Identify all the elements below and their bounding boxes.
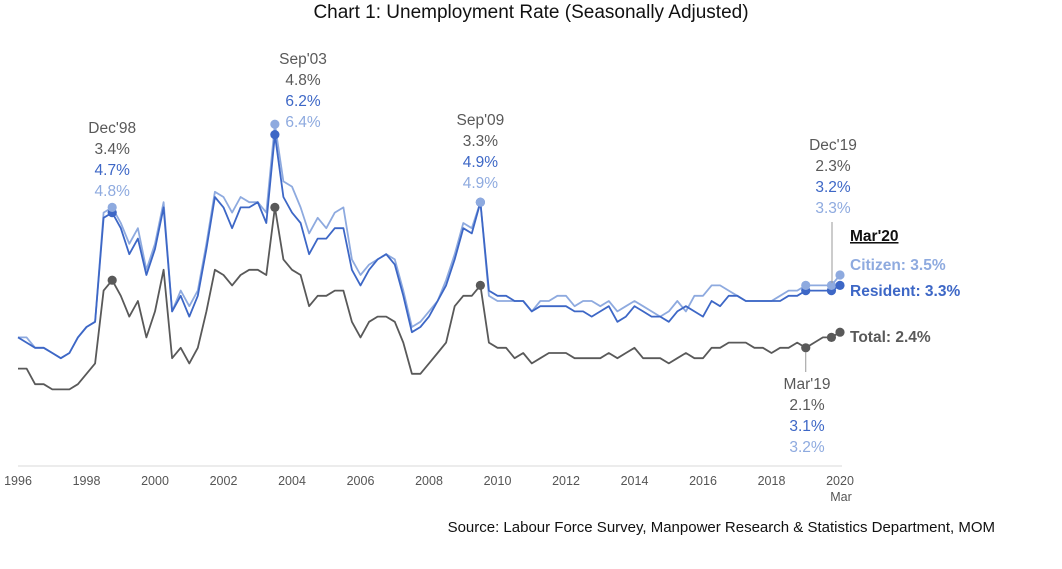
annotation-citizen: 4.8% <box>95 183 131 200</box>
annotation-label: Mar'19 <box>784 376 831 393</box>
x-tick-label: 2008 <box>415 474 443 488</box>
x-tick-label: 2016 <box>689 474 717 488</box>
marker-resident <box>835 280 845 290</box>
end-label-total: Total: 2.4% <box>850 329 931 346</box>
marker-citizen <box>826 280 837 290</box>
marker-total <box>801 343 811 353</box>
x-tick-label: 2002 <box>210 474 238 488</box>
annotation-sep09: Sep'09 3.3% 4.9% 4.9% <box>456 112 504 192</box>
chart-title: Chart 1: Unemployment Rate (Seasonally A… <box>313 2 748 23</box>
annotation-citizen: 3.2% <box>789 439 825 456</box>
end-labels: Mar'20 Citizen: 3.5% Resident: 3.3% Tota… <box>850 228 960 346</box>
x-tick-label: 2006 <box>347 474 375 488</box>
annotations: Dec'983.4%4.7%4.8%Sep'034.8%6.2%6.4% Sep'… <box>88 51 857 456</box>
annotation-total: 2.1% <box>789 397 825 414</box>
end-label-heading: Mar'20 <box>850 228 899 245</box>
annotation-dec19: Dec'19 2.3% 3.2% 3.3% <box>809 137 857 217</box>
annotation-citizen: 4.9% <box>463 175 499 192</box>
annotation-citizen: 6.4% <box>285 114 321 131</box>
annotation-dec98: Dec'98 3.4% 4.7% 4.8% <box>88 120 136 200</box>
end-label-citizen: Citizen: 3.5% <box>850 257 946 274</box>
annotation-mar19: Mar'19 2.1% 3.1% 3.2% <box>784 376 831 456</box>
series-lines <box>17 123 841 391</box>
marker-citizen <box>475 197 485 207</box>
x-axis-ticks: 1996 1998 2000 2002 2004 2006 2008 2010 2012 2014… <box>4 474 854 488</box>
series-line-resident <box>17 133 841 360</box>
highlight-markers <box>107 119 845 353</box>
annotation-resident: 4.9% <box>463 154 499 171</box>
x-tick-label: 2004 <box>278 474 306 488</box>
series-line-citizen <box>18 123 841 360</box>
marker-citizen <box>107 202 117 212</box>
end-label-resident: Resident: 3.3% <box>850 283 960 300</box>
annotation-label: Dec'98 <box>88 120 136 137</box>
marker-total <box>835 327 845 337</box>
x-tick-label: 2014 <box>621 474 649 488</box>
annotation-label: Sep'09 <box>456 112 504 129</box>
annotation-total: 4.8% <box>285 72 321 89</box>
annotation-resident: 3.1% <box>789 418 825 435</box>
x-tick-label: 1998 <box>73 474 101 488</box>
marker-total <box>270 202 280 212</box>
x-tick-label: 2020 <box>826 474 854 488</box>
marker-citizen <box>801 280 811 290</box>
marker-citizen <box>270 119 280 129</box>
annotation-citizen: 3.3% <box>815 200 851 217</box>
annotation-resident: 3.2% <box>815 179 851 196</box>
annotation-sep03: Sep'03 4.8% 6.2% 6.4% <box>279 51 327 131</box>
annotation-total: 3.3% <box>463 133 499 150</box>
x-tick-label: 2018 <box>758 474 786 488</box>
annotation-total: 2.3% <box>815 158 851 175</box>
marker-resident <box>270 130 280 140</box>
x-tick-sublabel: Mar <box>830 490 852 504</box>
series-line-total <box>18 206 841 391</box>
x-tick-label: 2012 <box>552 474 580 488</box>
source-note: Source: Labour Force Survey, Manpower Re… <box>448 519 995 536</box>
annotation-resident: 4.7% <box>95 162 131 179</box>
marker-total <box>475 280 485 290</box>
annotation-label: Sep'03 <box>279 51 327 68</box>
x-tick-label: 1996 <box>4 474 32 488</box>
marker-total <box>107 275 117 285</box>
x-tick-label: 2010 <box>484 474 512 488</box>
marker-total <box>826 332 837 342</box>
annotation-resident: 6.2% <box>285 93 321 110</box>
annotation-label: Dec'19 <box>809 137 857 154</box>
marker-citizen <box>835 270 845 280</box>
x-tick-label: 2000 <box>141 474 169 488</box>
annotation-total: 3.4% <box>95 141 131 158</box>
